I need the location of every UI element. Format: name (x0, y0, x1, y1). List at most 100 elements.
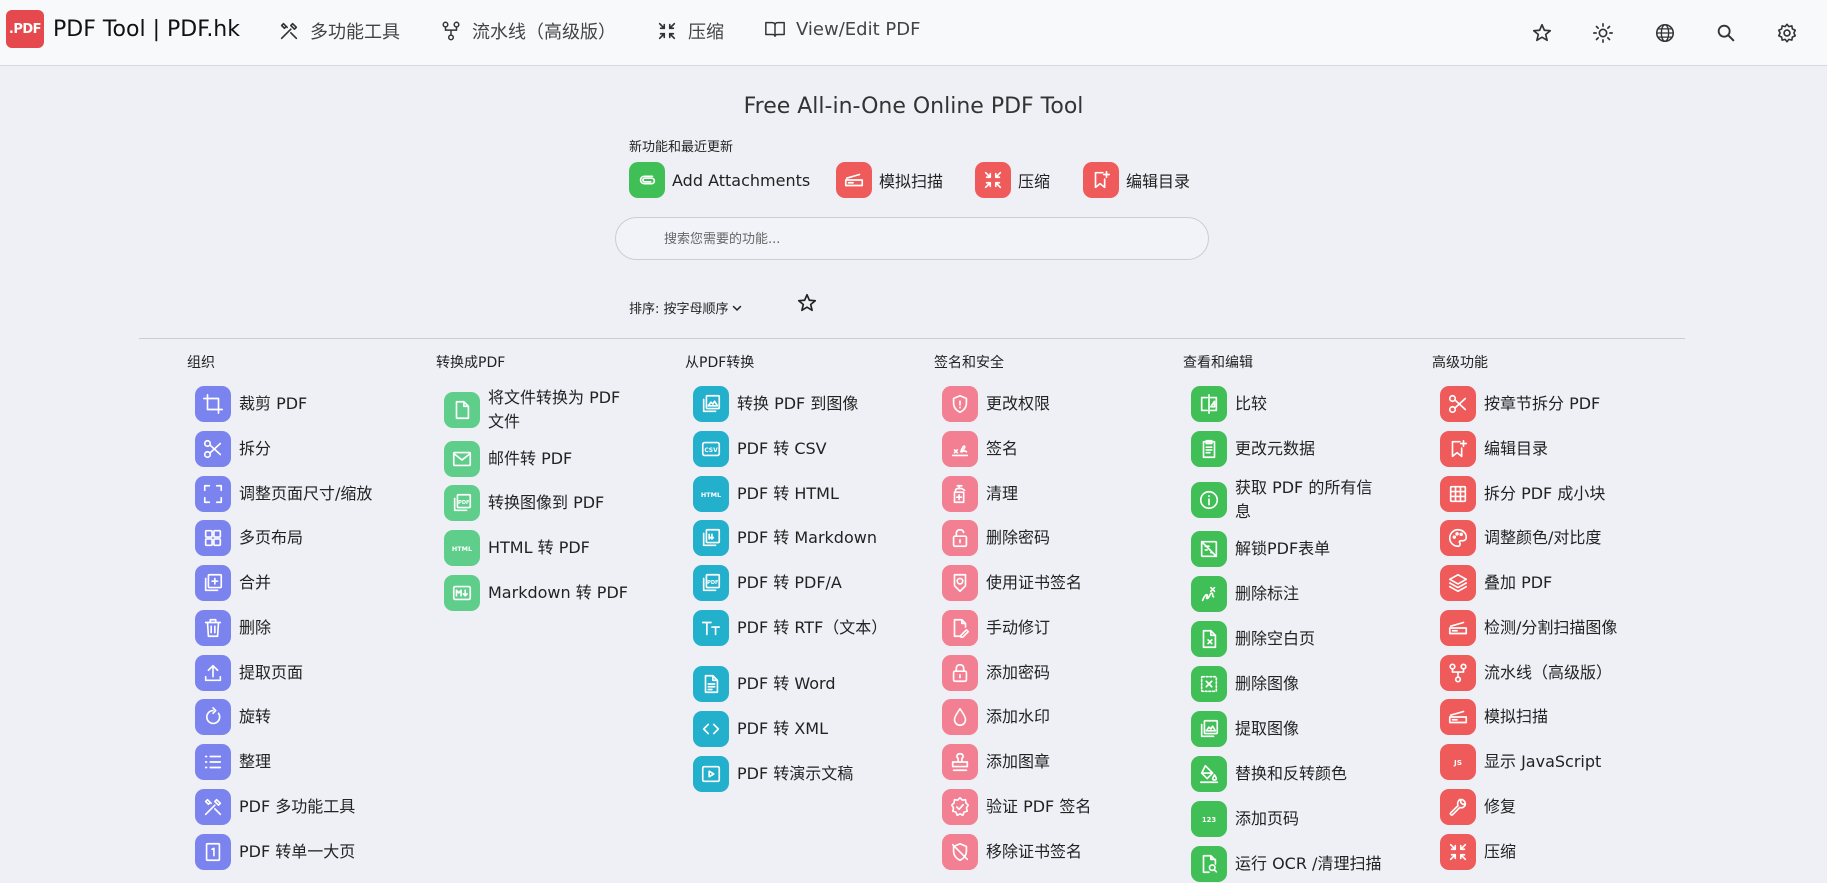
tool-label: 删除空白页 (1235, 629, 1316, 648)
merge-icon (195, 565, 231, 601)
tool-add-watermark[interactable]: 添加水印 (942, 699, 1167, 735)
tool-file-to-pdf[interactable]: 将文件转换为 PDF 文件 (444, 386, 669, 434)
tool-extract-pages[interactable]: 提取页面 (195, 655, 420, 691)
tool-get-info[interactable]: 获取 PDF 的所有信息 (1191, 476, 1416, 524)
tool-label: 手动修订 (986, 618, 1051, 637)
text-icon (693, 610, 729, 646)
paperclip-icon (629, 162, 665, 198)
tool-pdf-to-presentation[interactable]: PDF 转演示文稿 (693, 756, 918, 792)
html-icon: HTML (693, 476, 729, 512)
tool-pdf-to-rtf[interactable]: PDF 转 RTF（文本） (693, 610, 918, 646)
tool-detect-split-scans[interactable]: 检测/分割扫描图像 (1440, 610, 1665, 646)
compare-icon (1191, 386, 1227, 422)
tool-organize[interactable]: 整理 (195, 744, 420, 780)
tool-add-stamp[interactable]: 添加图章 (942, 744, 1167, 780)
tool-multi-tool[interactable]: PDF 多功能工具 (195, 789, 420, 825)
tool-pdf-to-html[interactable]: HTML PDF 转 HTML (693, 476, 918, 512)
favorites-button[interactable] (1529, 20, 1555, 46)
search-input[interactable] (664, 228, 1184, 250)
tool-overlay-pdf[interactable]: 叠加 PDF (1440, 565, 1665, 601)
search-button[interactable] (1713, 20, 1739, 46)
tool-split[interactable]: 拆分 (195, 431, 420, 467)
tool-remove-password[interactable]: 删除密码 (942, 520, 1167, 556)
tool-search-box[interactable] (615, 217, 1209, 260)
nav-compress[interactable]: 压缩 (656, 18, 724, 44)
pipeline-icon (442, 21, 460, 41)
tool-compare[interactable]: 比较 (1191, 386, 1416, 422)
tool-split-into-chunks[interactable]: 拆分 PDF 成小块 (1440, 476, 1665, 512)
tool-cert-sign[interactable]: 使用证书签名 (942, 565, 1167, 601)
tool-extract-images[interactable]: 提取图像 (1191, 711, 1416, 747)
svg-text:JS: JS (1453, 758, 1462, 767)
tool-image-to-pdf[interactable]: PDF 转换图像到 PDF (444, 485, 669, 521)
tool-label: 使用证书签名 (986, 573, 1083, 592)
tool-split-by-chapters[interactable]: 按章节拆分 PDF (1440, 386, 1665, 422)
tool-remove-annotations[interactable]: 删除标注 (1191, 576, 1416, 612)
featured-fake-scan[interactable]: 模拟扫描 (836, 162, 943, 198)
tool-label: 旋转 (239, 707, 272, 726)
tool-sign[interactable]: 签名 (942, 431, 1167, 467)
category-heading: 高级功能 (1432, 355, 1488, 371)
tool-multi-page-layout[interactable]: 多页布局 (195, 520, 420, 556)
tool-pdf-to-markdown[interactable]: PDF 转 Markdown (693, 520, 918, 556)
tool-manual-redact[interactable]: 手动修订 (942, 610, 1167, 646)
bookmark-icon (1083, 162, 1119, 198)
tool-change-permissions[interactable]: 更改权限 (942, 386, 1167, 422)
tool-delete[interactable]: 删除 (195, 610, 420, 646)
tool-pdf-to-csv[interactable]: CSV PDF 转 CSV (693, 431, 918, 467)
page-number-icon: 123 (1191, 801, 1227, 837)
language-button[interactable] (1652, 20, 1678, 46)
tool-markdown-to-pdf[interactable]: Markdown 转 PDF (444, 575, 669, 611)
nav-multi-tool[interactable]: 多功能工具 (278, 18, 400, 44)
tools-icon (195, 789, 231, 825)
tool-pdf-to-image[interactable]: 转换 PDF 到图像 (693, 386, 918, 422)
tool-ocr[interactable]: 运行 OCR /清理扫描 (1191, 846, 1416, 882)
tool-fake-scan[interactable]: 模拟扫描 (1440, 699, 1665, 735)
tool-change-metadata[interactable]: 更改元数据 (1191, 431, 1416, 467)
featured-add-attachments[interactable]: Add Attachments (629, 162, 810, 198)
tool-replace-invert-color[interactable]: 替换和反转颜色 (1191, 756, 1416, 792)
tool-verify-signature[interactable]: 验证 PDF 签名 (942, 789, 1167, 825)
tool-rotate[interactable]: 旋转 (195, 699, 420, 735)
tool-repair[interactable]: 修复 (1440, 789, 1665, 825)
theme-toggle-button[interactable] (1590, 20, 1616, 46)
tool-remove-blank-pages[interactable]: 删除空白页 (1191, 621, 1416, 657)
scanner-icon (1440, 610, 1476, 646)
tool-show-javascript[interactable]: JS 显示 JavaScript (1440, 744, 1665, 780)
settings-button[interactable] (1774, 20, 1800, 46)
brand[interactable]: .PDF PDF Tool | PDF.hk (6, 10, 240, 48)
grid-icon (1440, 476, 1476, 512)
tool-remove-images[interactable]: 删除图像 (1191, 666, 1416, 702)
tool-add-password[interactable]: 添加密码 (942, 655, 1167, 691)
tool-merge[interactable]: 合并 (195, 565, 420, 601)
featured-edit-toc[interactable]: 编辑目录 (1083, 162, 1190, 198)
tool-single-large-page[interactable]: PDF 转单一大页 (195, 834, 420, 870)
tool-pdf-to-word[interactable]: PDF 转 Word (693, 666, 918, 702)
tool-pipeline[interactable]: 流水线（高级版） (1440, 655, 1665, 691)
tool-label: 多页布局 (239, 528, 304, 547)
tool-pdf-to-xml[interactable]: PDF 转 XML (693, 711, 918, 747)
tool-remove-cert-sign[interactable]: 移除证书签名 (942, 834, 1167, 870)
tool-email-to-pdf[interactable]: 邮件转 PDF (444, 441, 669, 477)
tool-adjust-colors[interactable]: 调整颜色/对比度 (1440, 520, 1665, 556)
tool-pdf-to-pdfa[interactable]: PDF PDF 转 PDF/A (693, 565, 918, 601)
tool-html-to-pdf[interactable]: HTML HTML 转 PDF (444, 530, 669, 566)
nav-pipeline[interactable]: 流水线（高级版） (440, 18, 616, 44)
favorites-filter-star-icon[interactable] (796, 292, 818, 314)
single-page-icon (195, 834, 231, 870)
grid-layout-icon (195, 520, 231, 556)
sort-dropdown[interactable]: 排序: 按字母顺序 (629, 298, 743, 317)
chevron-down-icon (732, 305, 741, 311)
gear-icon (1777, 23, 1797, 43)
featured-label: 压缩 (1018, 172, 1051, 191)
tool-resize[interactable]: 调整页面尺寸/缩放 (195, 476, 420, 512)
tool-compress[interactable]: 压缩 (1440, 834, 1665, 870)
tool-crop[interactable]: 裁剪 PDF (195, 386, 420, 422)
tool-edit-toc[interactable]: 编辑目录 (1440, 431, 1665, 467)
tool-unlock-forms[interactable]: 解锁PDF表单 (1191, 531, 1416, 567)
nav-view-edit[interactable]: View/Edit PDF (764, 18, 920, 40)
tool-sanitize[interactable]: 清理 (942, 476, 1167, 512)
svg-text:HTML: HTML (701, 491, 721, 499)
featured-compress[interactable]: 压缩 (975, 162, 1050, 198)
tool-add-page-numbers[interactable]: 123 添加页码 (1191, 801, 1416, 837)
